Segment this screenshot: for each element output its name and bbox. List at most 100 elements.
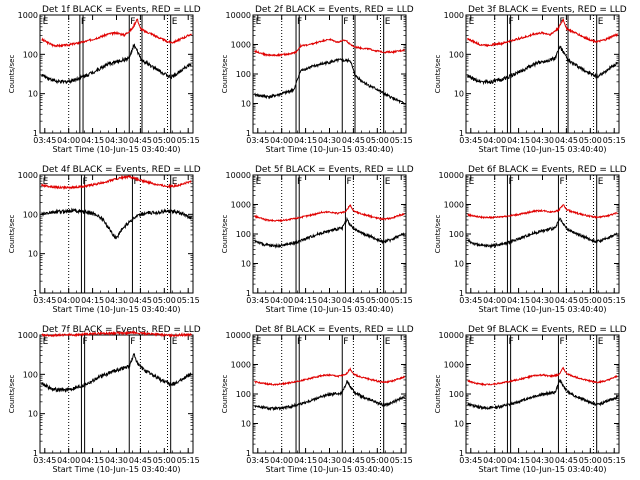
panel-1-ytick-label: 1 [33,129,38,138]
panel-2-ytick-label: 1000 [231,41,251,50]
panel-6-region-label: F [559,177,564,187]
panel-5-xtick-label: 03:45 [246,296,269,305]
panel-8-region-label: E [256,337,262,347]
panel-7-xtick-label: 04:15 [81,456,104,465]
panel-5-xlabel: Start Time (10-Jun-15 03:40:40) [266,305,394,314]
panel-8-xtick-label: 05:00 [366,456,389,465]
panel-6-xtick-label: 04:30 [531,296,554,305]
panel-4-ytick-label: 1000 [18,171,38,180]
panel-1-ytick-label: 1000 [18,11,38,20]
panel-9-xtick-label: 04:15 [507,456,530,465]
panel-4-region-label: F [133,177,138,187]
panel-2-xtick-label: 04:30 [318,136,341,145]
panel-8-xtick-label: 05:15 [390,456,413,465]
panel-2-region-label: E [256,17,262,27]
panel-5-ytick-label: 1 [246,289,251,298]
panel-2-xtick-label: 05:15 [390,136,413,145]
panel-3-xtick-label: 04:15 [507,136,530,145]
panel-9-xtick-label: 04:45 [555,456,578,465]
panel-2-events-series [254,57,405,105]
panel-6-ytick-label: 10000 [439,171,464,180]
panel-9-ytick-label: 10 [454,420,464,429]
panel-9-xtick-label: 05:15 [603,456,626,465]
panel-6-xlabel: Start Time (10-Jun-15 03:40:40) [479,305,607,314]
panel-5-region-label: E [256,177,262,187]
panel-8-ytick-label: 10 [241,420,251,429]
panel-3-ylabel: Counts/sec [434,55,442,94]
panel-2-xlabel: Start Time (10-Jun-15 03:40:40) [266,145,394,154]
panel-3-region-label: E [598,17,604,27]
panel-3-ytick-label: 100 [449,50,464,59]
panel-5-xtick-label: 04:15 [294,296,317,305]
panel-9-ylabel: Counts/sec [434,375,442,414]
panel-3-xtick-label: 05:00 [579,136,602,145]
panel-9-title: Det 9f BLACK = Events, RED = LLD [468,325,627,335]
panel-7-frame [39,334,194,454]
panel-3-xtick-label: 03:45 [459,136,482,145]
panel-8-region-label: E [385,337,391,347]
panel-8-ytick-label: 100 [236,390,251,399]
panel-6-xtick-label: 04:15 [507,296,530,305]
panel-2-region-label: F [343,17,348,27]
panel-2-xtick-label: 04:00 [270,136,293,145]
panel-7-ylabel: Counts/sec [8,375,16,414]
panel-2-xtick-label: 04:45 [342,136,365,145]
panel-4-region-label: F [82,177,87,187]
panel-6-frame [465,174,620,294]
panel-4-title: Det 4f BLACK = Events, RED = LLD [42,165,201,175]
panel-9-region-label: E [469,337,475,347]
panel-4-events-series [41,207,192,240]
panel-1-xtick-label: 05:00 [153,136,176,145]
panel-1-region-label: F [130,17,135,27]
panel-1-xtick-label: 04:45 [129,136,152,145]
panel-8-ytick-label: 1 [246,449,251,458]
panel-6-xtick-label: 04:00 [483,296,506,305]
panel-6-region-label: E [598,177,604,187]
panel-1-region-label: F [81,17,86,27]
panel-6-region-label: E [469,177,475,187]
panel-8-ylabel: Counts/sec [221,375,229,414]
panel-4-xtick-label: 04:30 [105,296,128,305]
panel-8-events-series [254,380,405,412]
panel-6-xtick-label: 05:00 [579,296,602,305]
panel-1-region-label: E [43,17,49,27]
panel-6-ytick-label: 1000 [444,201,464,210]
panel-8-region-label: F [297,337,302,347]
panel-2-xtick-label: 04:15 [294,136,317,145]
panel-2-frame [252,14,407,134]
panel-9-ytick-label: 10000 [439,331,464,340]
panel-5-title: Det 5f BLACK = Events, RED = LLD [255,165,414,175]
panel-1-ytick-label: 10 [28,90,38,99]
panel-9-region-label: E [598,337,604,347]
panel-5-ytick-label: 10 [241,260,251,269]
panel-6-ytick-label: 1 [459,289,464,298]
panel-4-xtick-label: 04:45 [129,296,152,305]
panel-6-xtick-label: 03:45 [459,296,482,305]
panel-7-region-label: F [130,337,135,347]
panel-3-xlabel: Start Time (10-Jun-15 03:40:40) [479,145,607,154]
panel-8-xtick-label: 04:15 [294,456,317,465]
panel-4-region-label: E [172,177,178,187]
panel-8-xlabel: Start Time (10-Jun-15 03:40:40) [266,465,394,474]
panel-9-events-series [467,379,618,411]
panel-2-xtick-label: 05:00 [366,136,389,145]
panel-2-ytick-label: 1 [246,129,251,138]
panel-7-xtick-label: 04:45 [129,456,152,465]
panel-5-xtick-label: 05:00 [366,296,389,305]
panel-7-xtick-label: 03:45 [33,456,56,465]
panel-7-ytick-label: 1000 [18,331,38,340]
panel-2-ytick-label: 10 [241,100,251,109]
panel-8-xtick-label: 04:30 [318,456,341,465]
panel-2-title: Det 2f BLACK = Events, RED = LLD [255,5,414,15]
panel-7-lld-series [41,329,192,338]
panel-4-xtick-label: 04:15 [81,296,104,305]
panel-3-events-series [467,45,618,86]
panel-3-ytick-label: 1000 [444,11,464,20]
panel-1-events-series [41,43,192,85]
panel-6-lld-series [467,204,618,220]
panel-7-region-label: E [43,337,49,347]
panel-8-title: Det 8f BLACK = Events, RED = LLD [255,325,414,335]
panel-5-events-series [254,216,405,249]
panel-7-xtick-label: 05:00 [153,456,176,465]
